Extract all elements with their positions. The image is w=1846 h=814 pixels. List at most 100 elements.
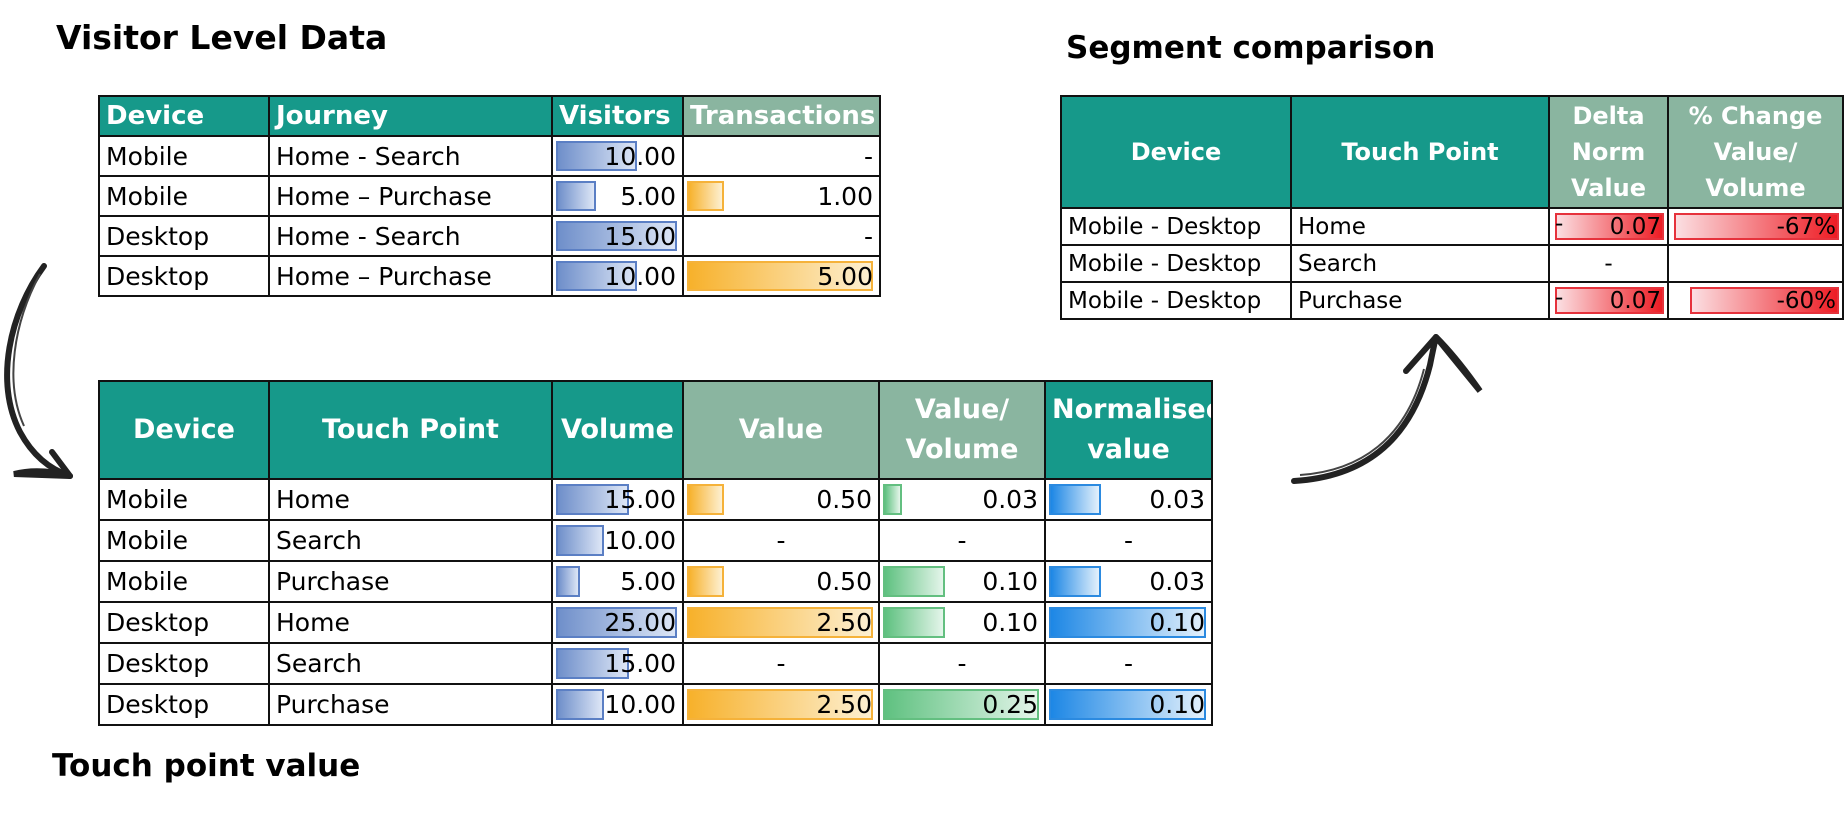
cell-pct-change-bar <box>1674 213 1839 240</box>
header-value: Value <box>682 380 880 480</box>
table-row: Mobile Home 15.00 0.50 0.03 0.03 <box>98 478 1213 521</box>
cell-value: 0.50 <box>682 560 880 603</box>
cell-value-text: - <box>776 526 786 555</box>
cell-delta-sign: - <box>1555 285 1564 311</box>
touch-point-table: Device Touch Point Volume Value Value/ V… <box>98 380 1213 726</box>
cell-touch-point: Home <box>1290 207 1550 246</box>
cell-normalised-value-text: 0.03 <box>1149 567 1205 596</box>
header-delta-line-3: Value <box>1570 174 1647 202</box>
cell-volume: 15.00 <box>551 642 684 685</box>
cell-normalised-value: 0.10 <box>1044 601 1213 644</box>
cell-device: Desktop <box>98 601 270 644</box>
cell-value-volume-text: - <box>957 526 967 555</box>
cell-volume-bar <box>556 607 677 638</box>
cell-value-volume-text: 0.03 <box>982 485 1038 514</box>
cell-value-text: - <box>776 649 786 678</box>
cell-value: 0.50 <box>682 478 880 521</box>
cell-value-text: 0.50 <box>816 567 872 596</box>
cell-volume-text: 15.00 <box>604 485 676 514</box>
cell-touch-point: Search <box>1290 244 1550 283</box>
visitor-table-body: Mobile Home - Search 10.00- Mobile Home – Pu… <box>98 135 881 297</box>
cell-volume-bar <box>556 525 604 556</box>
cell-transactions-text: - <box>863 221 873 251</box>
cell-value-bar <box>687 484 724 515</box>
header-delta-line-2: Norm <box>1571 138 1646 166</box>
cell-volume: 25.00 <box>551 601 684 644</box>
cell-transactions-bar <box>687 261 873 291</box>
cell-touch-point: Home <box>268 478 553 521</box>
cell-value-text: 0.50 <box>816 485 872 514</box>
visitor-level-table: Device Journey Visitors Transactions Mob… <box>98 95 881 297</box>
cell-normalised-value: 0.10 <box>1044 683 1213 726</box>
cell-value-bar <box>687 607 873 638</box>
segment-table-body: Mobile - Desktop Home -0.07 -67% Mobile - De… <box>1060 207 1844 320</box>
cell-value-text: 2.50 <box>816 690 872 719</box>
cell-value-volume-bar <box>883 566 945 597</box>
cell-value-volume-text: 0.25 <box>982 690 1038 719</box>
table-row: Mobile Purchase 5.00 0.50 0.10 0.03 <box>98 560 1213 603</box>
header-transactions: Transactions <box>682 95 881 137</box>
cell-visitors: 10.00 <box>551 255 684 297</box>
cell-pct-change: -60% <box>1667 281 1844 320</box>
cell-journey: Home – Purchase <box>268 255 553 297</box>
cell-value: 2.50 <box>682 683 880 726</box>
cell-visitors-text: 15.00 <box>604 221 676 251</box>
cell-normalised-value-text: 0.10 <box>1149 690 1205 719</box>
cell-volume-bar <box>556 648 629 679</box>
header-pct-line-3: Volume <box>1705 174 1806 202</box>
cell-visitors-bar <box>556 221 677 251</box>
cell-device: Desktop <box>98 255 270 297</box>
cell-value: - <box>682 642 880 685</box>
cell-visitors: 5.00 <box>551 175 684 217</box>
cell-journey: Home – Purchase <box>268 175 553 217</box>
cell-volume: 5.00 <box>551 560 684 603</box>
cell-value-volume: 0.10 <box>878 560 1046 603</box>
cell-transactions-text: 5.00 <box>817 261 873 291</box>
cell-transactions-text: 1.00 <box>817 181 873 211</box>
cell-value-volume-text: 0.10 <box>982 567 1038 596</box>
cell-transactions: - <box>682 215 881 257</box>
cell-volume: 15.00 <box>551 478 684 521</box>
cell-volume-text: 10.00 <box>604 690 676 719</box>
cell-value-volume: 0.03 <box>878 478 1046 521</box>
cell-normalised-value-bar <box>1049 484 1101 515</box>
header-device: Device <box>1060 95 1292 209</box>
cell-value: - <box>682 519 880 562</box>
cell-normalised-value-text: 0.10 <box>1149 608 1205 637</box>
cell-visitors: 10.00 <box>551 135 684 177</box>
cell-device: Mobile - Desktop <box>1060 207 1292 246</box>
cell-value-volume: - <box>878 519 1046 562</box>
cell-normalised-value: - <box>1044 642 1213 685</box>
cell-value-volume-bar <box>883 689 1039 720</box>
table-row: Desktop Search 15.00 - - - <box>98 642 1213 685</box>
cell-visitors-text: 10.00 <box>604 261 676 291</box>
table-row: Mobile Search 10.00 - - - <box>98 519 1213 562</box>
cell-device: Desktop <box>98 642 270 685</box>
touch-point-value-title: Touch point value <box>52 748 361 784</box>
header-value-volume: Value/ Volume <box>878 380 1046 480</box>
cell-value-volume-text: 0.10 <box>982 608 1038 637</box>
cell-value-volume: - <box>878 642 1046 685</box>
cell-volume-text: 10.00 <box>604 526 676 555</box>
cell-volume-text: 5.00 <box>620 567 676 596</box>
cell-normalised-value: - <box>1044 519 1213 562</box>
cell-volume-bar <box>556 484 629 515</box>
header-pct-line-2: Value/ <box>1713 138 1798 166</box>
cell-volume-text: 15.00 <box>604 649 676 678</box>
table-row: Desktop Purchase 10.00 2.50 0.25 0.10 <box>98 683 1213 726</box>
cell-journey: Home - Search <box>268 215 553 257</box>
cell-volume-bar <box>556 566 580 597</box>
cell-device: Mobile <box>98 478 270 521</box>
cell-normalised-value-text: 0.03 <box>1149 485 1205 514</box>
cell-delta-norm-value-bar <box>1555 287 1664 314</box>
cell-value-text: 2.50 <box>816 608 872 637</box>
header-volume: Volume <box>551 380 684 480</box>
cell-touch-point: Purchase <box>268 683 553 726</box>
header-pct-change: % Change Value/ Volume <box>1667 95 1844 209</box>
table-row: Mobile Home - Search 10.00 - <box>98 135 881 177</box>
cell-device: Desktop <box>98 215 270 257</box>
cell-value: 2.50 <box>682 601 880 644</box>
table-row: Mobile - Desktop Home - 0.07 -67% <box>1060 207 1844 246</box>
table-row: Mobile - Desktop Purchase - 0.07 -60% <box>1060 281 1844 320</box>
cell-normalised-value-bar <box>1049 689 1206 720</box>
